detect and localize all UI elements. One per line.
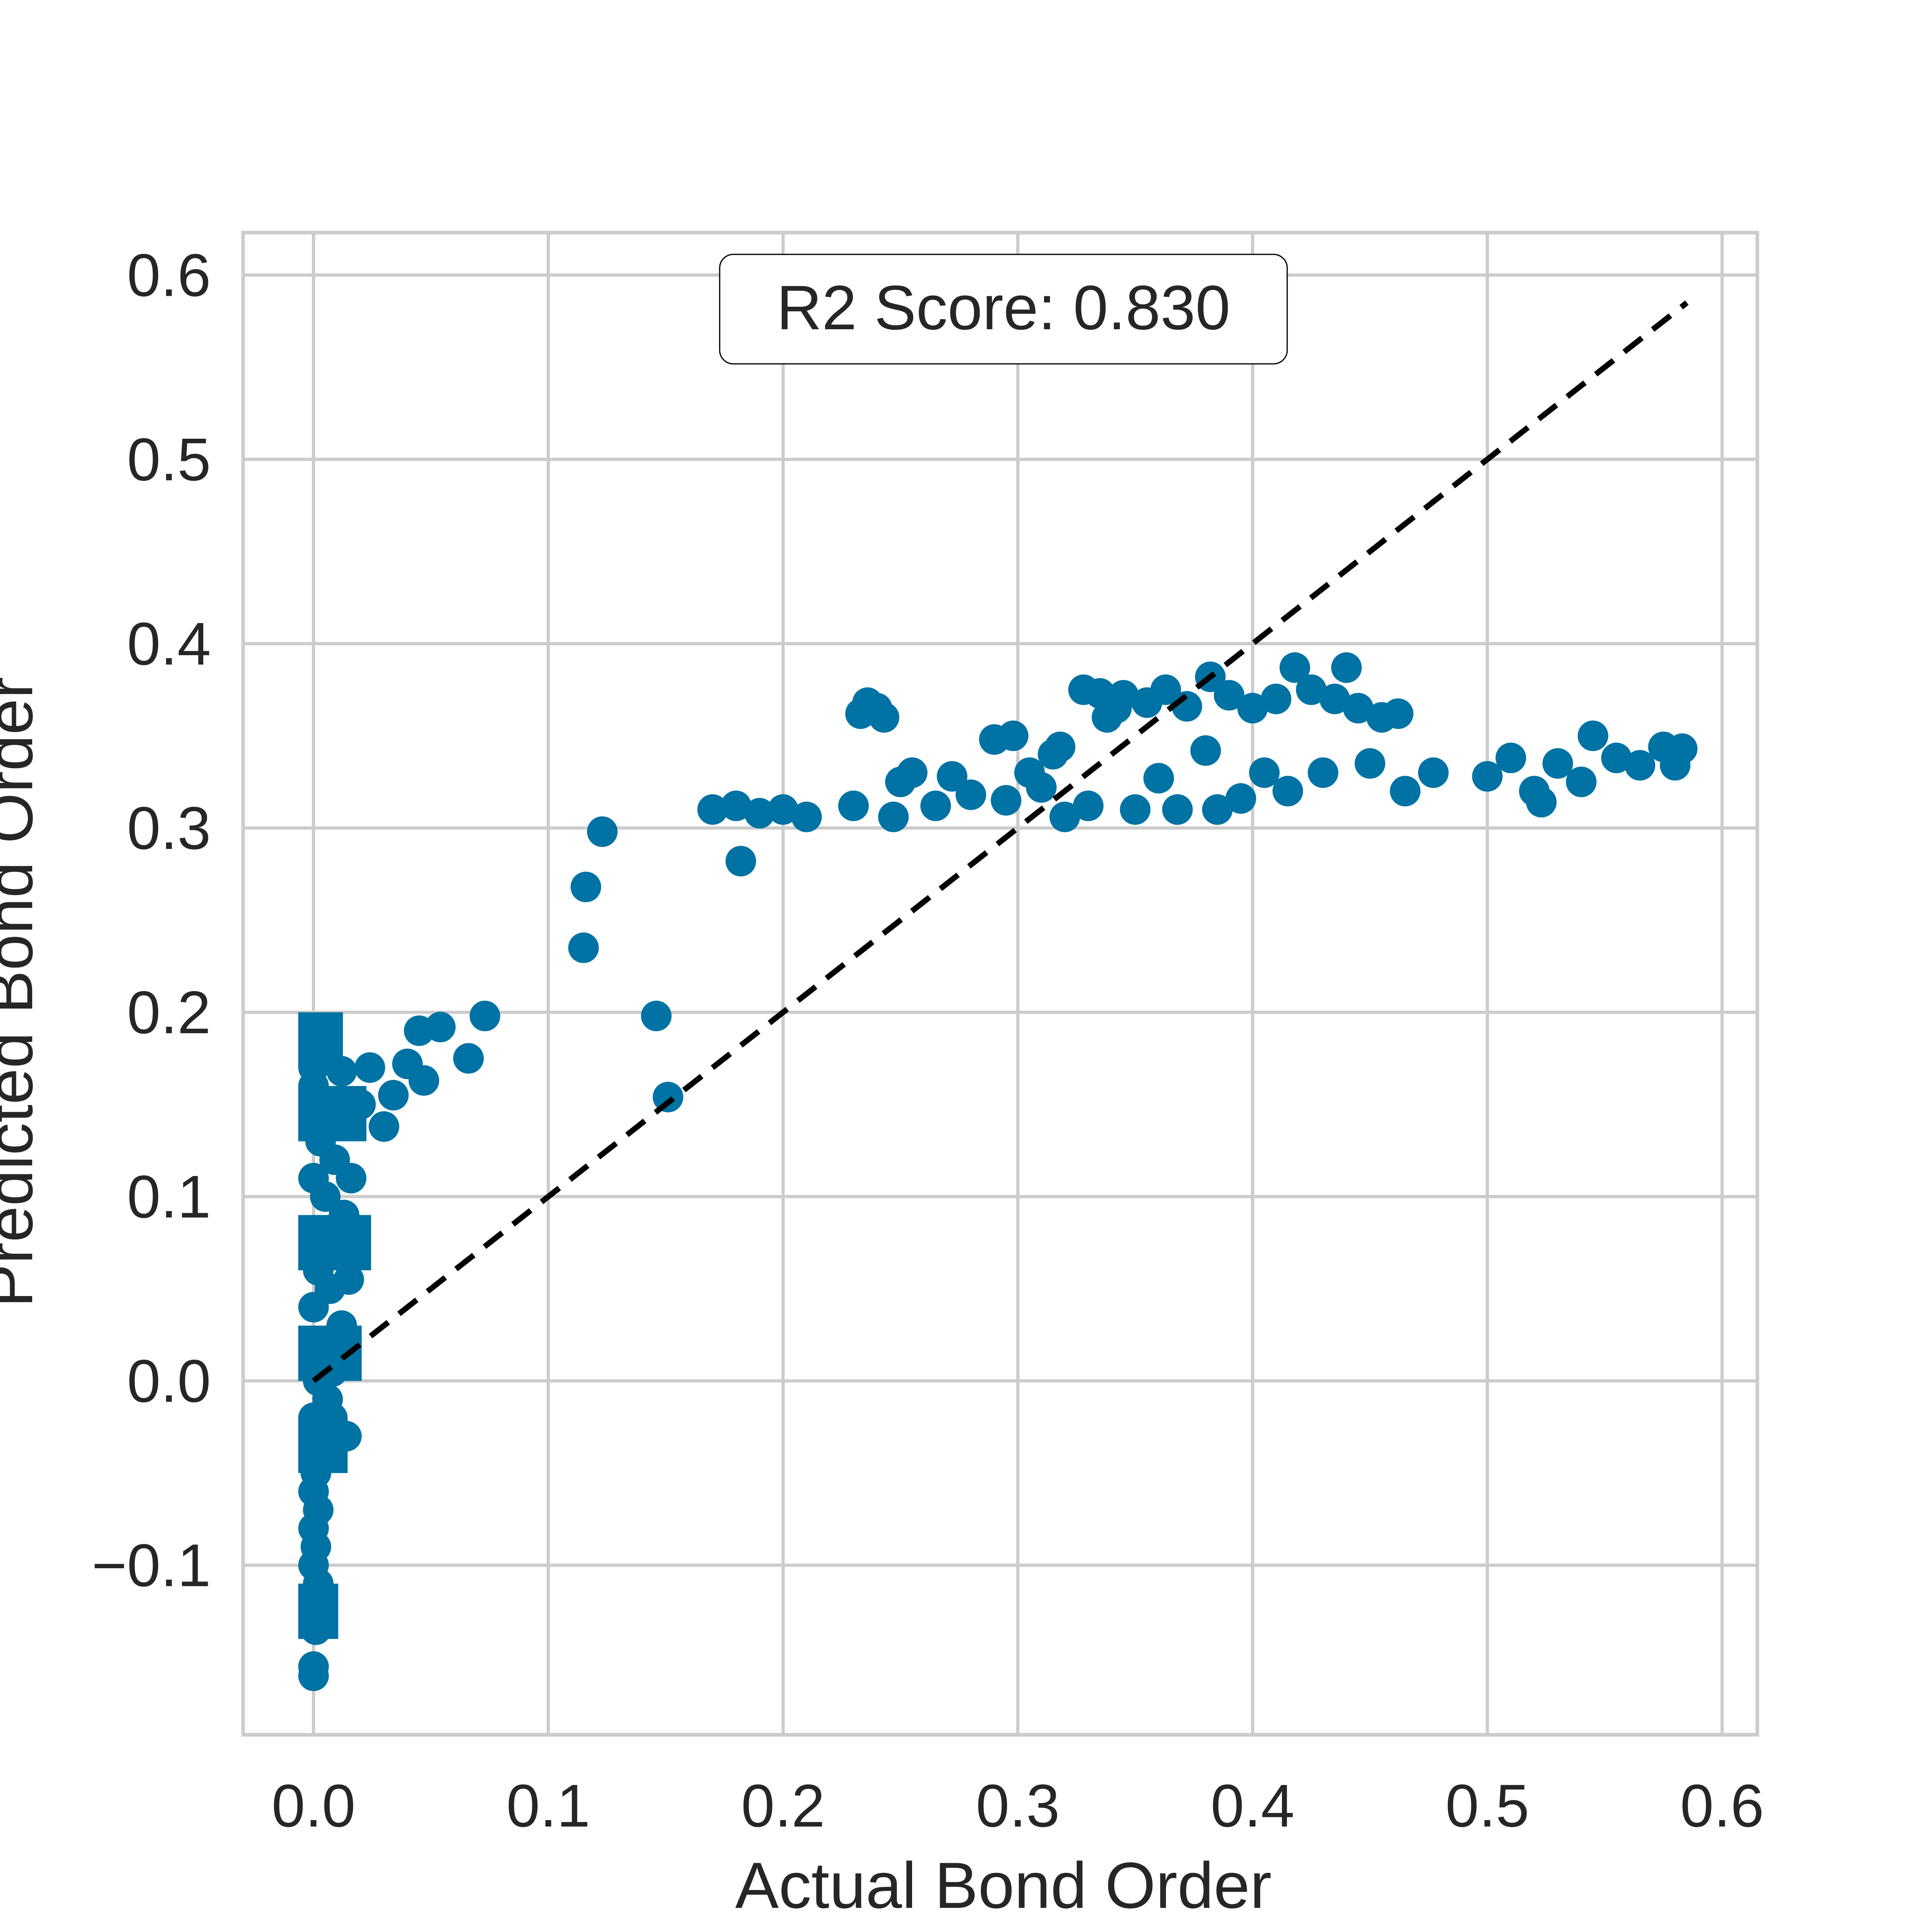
dense-point-cluster xyxy=(298,1418,348,1473)
x-tick-label: 0.5 xyxy=(1445,1772,1530,1839)
data-point xyxy=(1331,652,1362,683)
data-points xyxy=(298,652,1698,1691)
data-point xyxy=(1279,652,1310,683)
data-point xyxy=(409,1065,440,1096)
data-point xyxy=(1296,674,1327,705)
x-tick-label: 0.3 xyxy=(976,1772,1060,1839)
data-point xyxy=(1667,733,1698,764)
data-point xyxy=(1495,743,1526,774)
data-point xyxy=(641,1001,672,1032)
data-point xyxy=(298,1163,329,1194)
data-point xyxy=(1577,720,1608,751)
data-point xyxy=(1307,757,1338,788)
data-point xyxy=(1108,680,1139,711)
x-axis-label: Actual Bond Order xyxy=(735,1849,1272,1922)
data-point xyxy=(1044,731,1075,762)
data-point xyxy=(1120,794,1151,825)
y-tick-label: −0.1 xyxy=(92,1532,211,1599)
data-point xyxy=(453,1043,484,1074)
data-point xyxy=(920,791,951,822)
data-point xyxy=(425,1011,456,1042)
y-tick-label: 0.5 xyxy=(127,425,211,493)
data-point xyxy=(298,1651,329,1682)
data-point xyxy=(1354,748,1385,779)
data-point xyxy=(368,1111,399,1142)
data-point xyxy=(1026,772,1057,803)
x-tick-label: 0.1 xyxy=(506,1772,590,1839)
data-point xyxy=(1624,750,1655,781)
annotation-text: R2 Score: 0.830 xyxy=(776,273,1230,343)
data-point xyxy=(1472,761,1503,792)
data-point xyxy=(378,1080,409,1111)
data-point xyxy=(336,1163,367,1194)
dense-point-cluster xyxy=(298,1012,343,1068)
x-tick-label: 0.6 xyxy=(1680,1772,1764,1839)
data-point xyxy=(878,801,909,832)
data-point xyxy=(1319,683,1350,714)
data-point xyxy=(570,871,601,902)
data-point xyxy=(937,761,968,792)
data-point xyxy=(998,720,1029,751)
x-tick-label: 0.4 xyxy=(1211,1772,1295,1839)
data-point xyxy=(897,757,928,788)
data-point xyxy=(744,798,775,829)
data-point xyxy=(587,816,618,847)
data-point xyxy=(1190,735,1221,766)
dense-point-cluster xyxy=(298,1583,339,1639)
data-point xyxy=(1073,791,1104,822)
data-point xyxy=(333,1264,364,1295)
data-point xyxy=(838,791,869,822)
x-tick-label: 0.2 xyxy=(741,1772,825,1839)
y-tick-label: 0.4 xyxy=(127,610,211,677)
data-point xyxy=(1150,674,1181,705)
data-point xyxy=(1566,766,1597,797)
data-point xyxy=(791,801,822,832)
data-point xyxy=(697,794,728,825)
data-point xyxy=(1225,783,1256,814)
reference-line xyxy=(312,300,1689,1383)
data-point xyxy=(1526,786,1557,817)
data-point xyxy=(956,779,987,810)
y-tick-label: 0.3 xyxy=(127,794,211,862)
x-axis-ticks: 0.0 0.1 0.2 0.3 0.4 0.5 0.6 xyxy=(272,1772,1764,1839)
annotation-box xyxy=(719,254,1288,365)
plot-frame xyxy=(241,231,1759,1737)
data-point xyxy=(568,932,599,963)
data-point xyxy=(469,1001,500,1032)
data-point xyxy=(1601,743,1632,774)
data-point xyxy=(1202,794,1233,825)
data-point xyxy=(1383,698,1414,729)
data-point xyxy=(1418,757,1449,788)
data-point xyxy=(720,791,751,822)
x-tick-label: 0.0 xyxy=(272,1772,356,1839)
data-point xyxy=(1542,748,1573,779)
data-point xyxy=(869,702,900,733)
data-point xyxy=(725,846,756,877)
data-point xyxy=(768,794,799,825)
data-point xyxy=(1214,680,1245,711)
data-point xyxy=(1049,801,1080,832)
y-tick-label: 0.1 xyxy=(127,1163,211,1230)
y-tick-label: 0.6 xyxy=(127,241,211,309)
dense-point-cluster xyxy=(298,1086,367,1141)
data-point xyxy=(1343,693,1374,724)
data-point xyxy=(1162,794,1193,825)
data-point xyxy=(1237,693,1268,724)
data-point xyxy=(1143,763,1174,794)
data-point xyxy=(1390,776,1421,807)
r2-annotation: R2 Score: 0.830 xyxy=(719,254,1288,365)
data-point xyxy=(354,1052,385,1083)
y-tick-label: 0.0 xyxy=(127,1347,211,1415)
y-axis-label: Predicted Bond Order xyxy=(0,677,46,1308)
data-point xyxy=(652,1082,683,1113)
data-point xyxy=(1249,757,1280,788)
data-point xyxy=(991,785,1022,816)
y-axis-ticks: −0.1 0.0 0.1 0.2 0.3 0.4 0.5 0.6 xyxy=(92,241,211,1599)
data-point xyxy=(1261,683,1292,714)
dense-point-cluster xyxy=(298,1215,371,1271)
y-tick-label: 0.2 xyxy=(127,978,211,1046)
data-point xyxy=(1272,776,1303,807)
